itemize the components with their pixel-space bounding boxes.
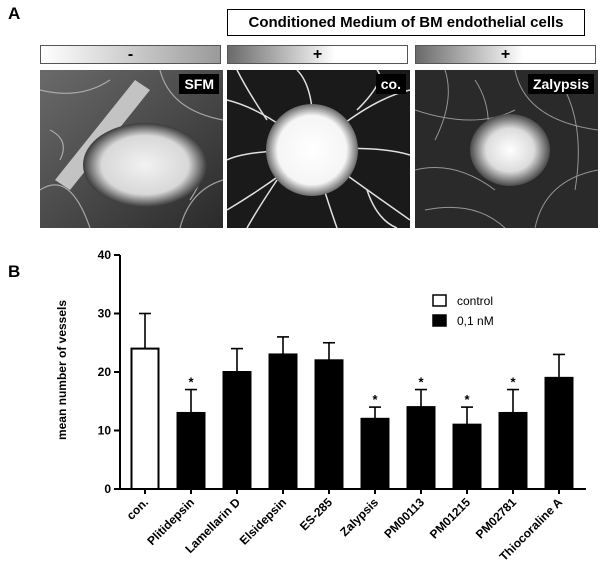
bar [544, 376, 574, 491]
bar [176, 411, 206, 490]
microscopy-image-control: co. [227, 70, 410, 228]
condition-symbol: + [312, 45, 323, 63]
photo-label: co. [375, 74, 406, 94]
header-title: Conditioned Medium of BM endothelial cel… [248, 14, 564, 31]
bar [498, 411, 528, 490]
y-tick-label: 0 [104, 482, 111, 496]
x-tick-label: con. [124, 495, 151, 522]
significance-marker: * [188, 375, 194, 390]
legend-label: 0,1 nM [457, 314, 494, 328]
y-tick-label: 10 [98, 424, 112, 438]
condition-bar-plus-zalypsis: + [415, 45, 596, 64]
bar [222, 371, 252, 490]
microscopy-image-zalypsis: Zalypsis [415, 70, 598, 228]
condition-bar-minus: - [40, 45, 221, 64]
legend-label: control [457, 294, 493, 308]
bar [130, 347, 160, 490]
microscopy-image-zalypsis-drawing [415, 70, 598, 228]
x-tick-label: ES-285 [297, 495, 335, 533]
significance-marker: * [372, 392, 378, 407]
condition-symbol: - [127, 45, 134, 63]
significance-marker: * [464, 392, 470, 407]
x-tick-label: PM00113 [381, 495, 427, 541]
x-tick-label: PM02781 [473, 495, 519, 541]
panel-label-a: A [8, 4, 21, 23]
microscopy-image-sfm-drawing [40, 70, 223, 228]
condition-bar-plus-control: + [227, 45, 408, 64]
conditioned-medium-header: Conditioned Medium of BM endothelial cel… [227, 9, 585, 36]
x-tick-label: Zalypsis [337, 495, 381, 539]
photo-label: SFM [179, 74, 219, 94]
bar [452, 423, 482, 490]
panel-label-b: B [8, 262, 21, 281]
y-tick-label: 30 [98, 307, 112, 321]
photo-label: Zalypsis [527, 74, 594, 94]
significance-marker: * [418, 375, 424, 390]
bar-chart: mean number of vessels 010203040con.*Pli… [55, 248, 586, 564]
x-tick-label: Elsidepsin [237, 495, 289, 547]
bar [314, 359, 344, 490]
y-tick-label: 40 [98, 248, 112, 262]
significance-marker: * [510, 375, 516, 390]
microscopy-image-control-drawing [227, 70, 410, 228]
bar [268, 353, 298, 490]
y-tick-label: 20 [98, 365, 112, 379]
condition-symbol: + [500, 45, 511, 63]
bar [406, 406, 436, 491]
x-tick-label: PM01215 [427, 495, 473, 541]
bar [360, 417, 390, 490]
microscopy-image-sfm: SFM [40, 70, 223, 228]
legend-swatch [432, 314, 447, 327]
legend-swatch [432, 294, 447, 307]
y-axis-label: mean number of vessels [55, 300, 69, 440]
